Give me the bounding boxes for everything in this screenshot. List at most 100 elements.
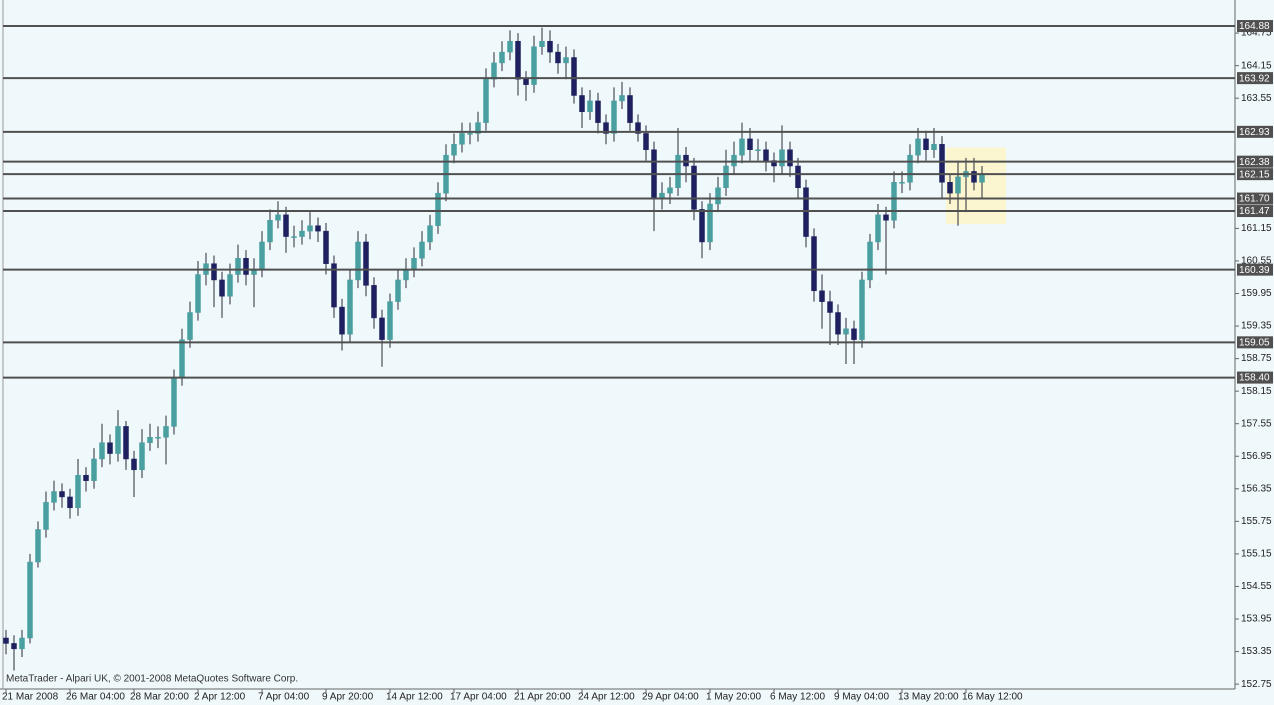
candle-body [427, 225, 433, 243]
candle-body [827, 301, 833, 313]
candle-body [731, 154, 737, 167]
level-label-box [1237, 205, 1273, 218]
x-tick-label: 2 Apr 12:00 [194, 692, 246, 703]
x-tick-label: 16 May 12:00 [962, 692, 1023, 703]
candle-body [355, 241, 361, 281]
candle-body [691, 165, 697, 210]
candle-body [83, 474, 89, 481]
candle-body [643, 133, 649, 150]
candle-body [635, 122, 641, 134]
candle-body [851, 328, 857, 340]
candle-body [467, 133, 473, 135]
candle-body [531, 46, 537, 85]
candle-body [163, 426, 169, 438]
candle-body [19, 637, 25, 650]
candle-body [755, 149, 761, 151]
candle-body [907, 154, 913, 183]
y-tick-label: 159.95 [1241, 288, 1272, 299]
candle-body [979, 173, 985, 183]
level-label: 163.92 [1239, 73, 1270, 84]
candle-body [523, 78, 529, 85]
candle-body [875, 214, 881, 243]
candle-body [187, 312, 193, 340]
x-tick-label: 28 Mar 20:00 [130, 692, 189, 703]
candle-body [843, 328, 849, 335]
candle-body [563, 57, 569, 64]
y-tick-label: 156.35 [1241, 483, 1272, 494]
candle-body [715, 187, 721, 205]
y-tick-label: 157.55 [1241, 418, 1272, 429]
level-label-box [1237, 72, 1273, 85]
y-tick-label: 155.15 [1241, 549, 1272, 560]
candle-body [475, 122, 481, 134]
candle-body [707, 203, 713, 243]
level-label-box [1237, 168, 1273, 181]
candle-body [955, 176, 961, 194]
level-label-box [1237, 125, 1273, 138]
x-tick-label: 21 Mar 2008 [2, 692, 59, 703]
x-tick-label: 17 Apr 04:00 [450, 692, 507, 703]
y-tick-label: 164.75 [1241, 28, 1272, 39]
candle-body [235, 257, 241, 275]
candle-body [787, 149, 793, 167]
candle-body [603, 122, 609, 134]
candle-body [771, 160, 777, 167]
candle-body [123, 426, 129, 460]
candle-body [331, 263, 337, 308]
candle-body [411, 257, 417, 270]
y-tick-label: 158.75 [1241, 353, 1272, 364]
candle-body [779, 149, 785, 167]
candle-body [611, 100, 617, 134]
x-tick-label: 1 May 20:00 [706, 692, 761, 703]
candle-body [699, 209, 705, 243]
candle-body [483, 78, 489, 123]
candle-body [211, 263, 217, 281]
candle-body [915, 138, 921, 156]
level-label-box [1237, 192, 1273, 205]
level-label-box [1237, 20, 1273, 33]
candle-body [515, 40, 521, 80]
x-tick-label: 14 Apr 12:00 [386, 692, 443, 703]
x-tick-label: 21 Apr 20:00 [514, 692, 571, 703]
candle-body [115, 426, 121, 454]
candle-body [259, 241, 265, 270]
x-tick-label: 9 May 04:00 [834, 692, 889, 703]
candle-body [11, 643, 17, 650]
candle-body [267, 220, 273, 243]
candle-body [491, 62, 497, 80]
candle-body [499, 51, 505, 64]
x-tick-label: 7 Apr 04:00 [258, 692, 310, 703]
candle-body [395, 279, 401, 302]
x-tick-label: 29 Apr 04:00 [642, 692, 699, 703]
candle-body [435, 192, 441, 226]
candle-body [739, 138, 745, 156]
candle-body [459, 133, 465, 145]
candle-body [75, 474, 81, 509]
candle-body [51, 491, 57, 503]
candle-body [675, 154, 681, 188]
candle-body [867, 241, 873, 281]
level-label: 162.93 [1239, 127, 1270, 138]
candle-body [803, 187, 809, 237]
candle-body [227, 274, 233, 297]
candle-body [243, 257, 249, 275]
candle-body [379, 317, 385, 340]
candle-body [507, 40, 513, 53]
candle-body [371, 285, 377, 319]
candle-body [539, 40, 545, 47]
candle-body [139, 442, 145, 471]
candle-body [899, 182, 905, 184]
y-tick-label: 158.15 [1241, 386, 1272, 397]
candle-body [347, 279, 353, 335]
candle-body [971, 171, 977, 183]
candle-body [323, 230, 329, 264]
candle-body [923, 138, 929, 150]
candle-body [3, 637, 9, 644]
candle-body [819, 290, 825, 302]
candle-body [835, 312, 841, 335]
candle-body [627, 95, 633, 123]
y-tick-label: 156.95 [1241, 451, 1272, 462]
level-label: 162.15 [1239, 169, 1270, 180]
candle-body [283, 214, 289, 237]
